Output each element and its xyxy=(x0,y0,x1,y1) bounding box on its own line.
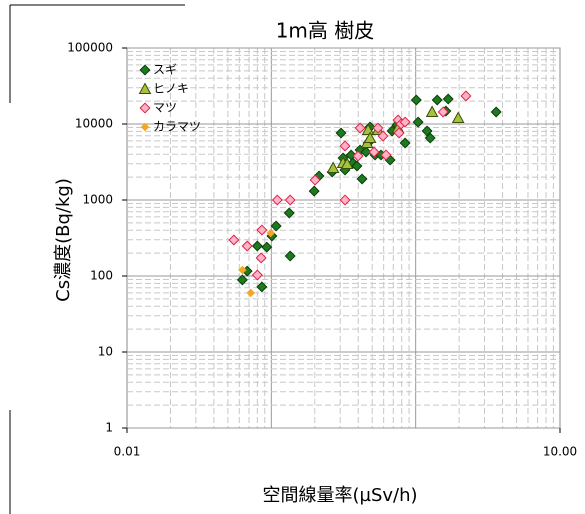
diamond-marker xyxy=(368,146,380,158)
diamond-marker xyxy=(236,274,248,286)
x-axis-label: 空間線量率(µSv/h) xyxy=(262,485,417,506)
triangle-marker xyxy=(138,82,152,94)
y-tick-label: 100000 xyxy=(67,41,113,55)
diamond-marker xyxy=(339,194,351,206)
diamond-marker xyxy=(352,150,364,162)
diamond-marker xyxy=(399,137,411,149)
diamond-marker xyxy=(356,173,368,185)
diamond-marker xyxy=(431,94,443,106)
diamond-marker xyxy=(393,127,405,139)
diamond-marker xyxy=(255,252,267,264)
y-tick-label: 10 xyxy=(98,345,113,359)
diamond-marker xyxy=(460,90,472,102)
diamond-marker xyxy=(351,160,363,172)
diamond-marker xyxy=(241,240,253,252)
x-tick-label: 10.00 xyxy=(543,445,577,459)
y-tick-label: 100 xyxy=(90,269,113,283)
diamond-marker xyxy=(246,288,255,298)
diamond-marker xyxy=(372,122,384,134)
diamond-marker xyxy=(424,132,436,144)
diamond-marker xyxy=(261,241,273,253)
diamond-marker xyxy=(284,194,296,206)
diamond-marker xyxy=(256,224,268,236)
plot-area xyxy=(126,47,561,429)
diamond-marker xyxy=(251,269,263,281)
diamond-marker xyxy=(360,146,372,158)
diamond-marker xyxy=(377,130,389,142)
y-tick-label: 10000 xyxy=(75,117,113,131)
diamond-marker xyxy=(283,207,295,219)
legend-label: スギ xyxy=(153,63,177,77)
chart-title: 1m高 樹皮 xyxy=(276,19,375,43)
legend-label: ヒノキ xyxy=(153,82,189,96)
triangle-marker xyxy=(363,131,377,144)
diamond-marker xyxy=(309,174,321,186)
diamond-marker xyxy=(308,185,320,197)
diamond-marker xyxy=(139,102,151,114)
diamond-marker xyxy=(251,240,263,252)
y-tick-label: 1000 xyxy=(82,193,113,207)
legend-label: マツ xyxy=(153,101,177,115)
diamond-marker xyxy=(271,194,283,206)
triangle-marker xyxy=(451,111,465,123)
diamond-marker xyxy=(270,220,282,232)
triangle-marker xyxy=(326,161,340,173)
diamond-marker xyxy=(238,265,247,275)
diamond-marker xyxy=(339,140,351,152)
diamond-marker xyxy=(140,122,150,132)
y-tick-label: 1 xyxy=(105,421,113,435)
diamond-marker xyxy=(442,93,454,105)
triangle-marker xyxy=(425,105,439,117)
diamond-marker xyxy=(139,64,151,76)
diamond-marker xyxy=(335,127,347,139)
x-tick-label: 0.01 xyxy=(114,445,141,459)
y-axis-label: Cs濃度(Bq/kg) xyxy=(53,178,74,302)
diamond-marker xyxy=(284,250,296,262)
diamond-marker xyxy=(380,149,392,161)
diamond-marker xyxy=(266,228,275,238)
diamond-marker xyxy=(412,116,424,128)
diamond-marker xyxy=(228,234,240,246)
diamond-marker xyxy=(354,122,366,134)
diamond-marker xyxy=(490,106,502,118)
diamond-marker xyxy=(256,281,268,293)
diamond-marker xyxy=(410,94,422,106)
diamond-marker xyxy=(437,106,449,118)
triangle-marker xyxy=(340,157,354,169)
triangle-marker xyxy=(361,123,375,135)
diamond-marker xyxy=(399,116,411,128)
legend-label: カラマツ xyxy=(153,120,201,134)
